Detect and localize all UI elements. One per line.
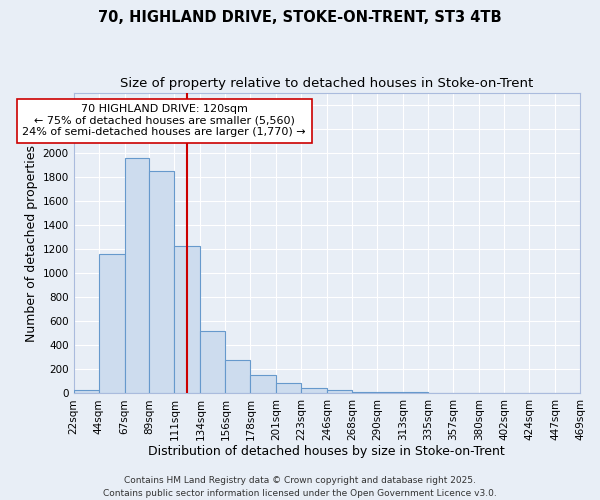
X-axis label: Distribution of detached houses by size in Stoke-on-Trent: Distribution of detached houses by size … (148, 444, 505, 458)
Bar (328, 390, 352, 394)
Bar (277, 382, 301, 394)
Bar (98, 254, 125, 394)
Bar (352, 392, 377, 394)
Title: Size of property relative to detached houses in Stoke-on-Trent: Size of property relative to detached ho… (120, 78, 533, 90)
Bar (403, 392, 428, 394)
Text: 70, HIGHLAND DRIVE, STOKE-ON-TRENT, ST3 4TB: 70, HIGHLAND DRIVE, STOKE-ON-TRENT, ST3 … (98, 10, 502, 25)
Bar (149, 171, 175, 394)
Y-axis label: Number of detached properties: Number of detached properties (25, 144, 38, 342)
Bar (377, 392, 403, 394)
Bar (250, 376, 277, 394)
Bar (428, 392, 453, 394)
Bar (301, 388, 328, 394)
Text: Contains HM Land Registry data © Crown copyright and database right 2025.
Contai: Contains HM Land Registry data © Crown c… (103, 476, 497, 498)
Bar (125, 158, 149, 394)
Bar (226, 360, 250, 394)
Text: 70 HIGHLAND DRIVE: 120sqm
← 75% of detached houses are smaller (5,560)
24% of se: 70 HIGHLAND DRIVE: 120sqm ← 75% of detac… (22, 104, 306, 138)
Bar (74, 390, 98, 394)
Bar (200, 331, 226, 394)
Bar (175, 246, 200, 394)
